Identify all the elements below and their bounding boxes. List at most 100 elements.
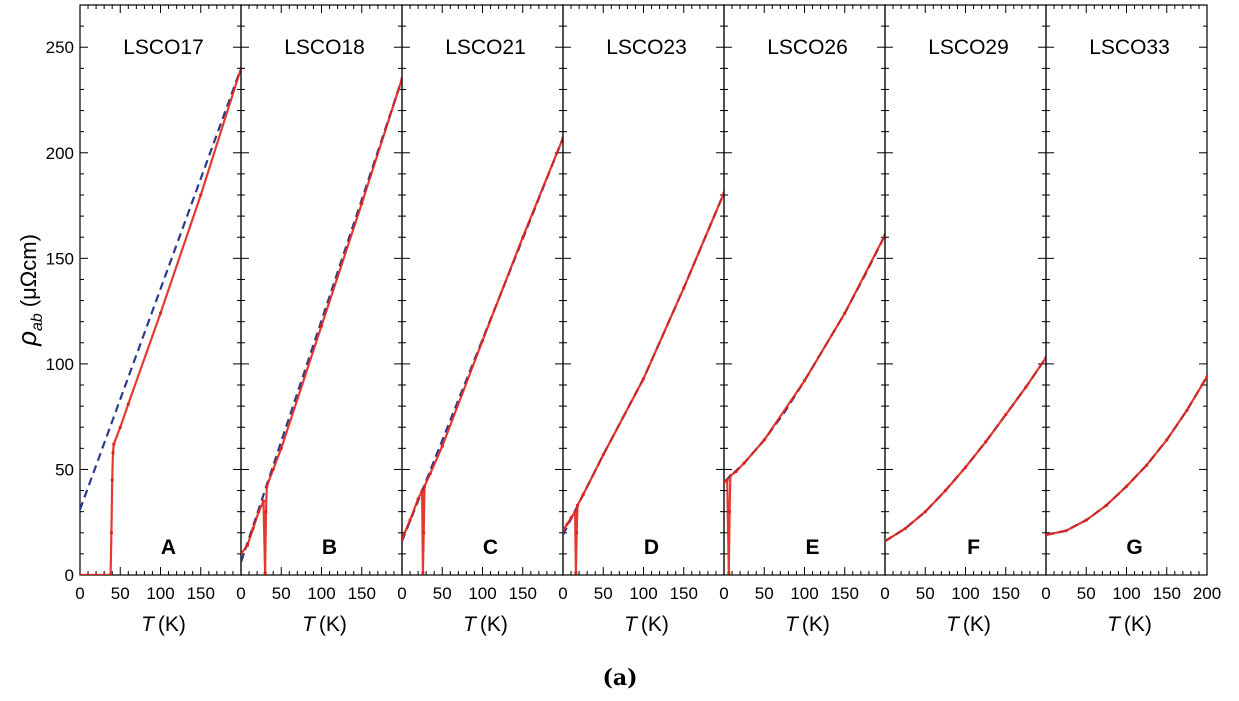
x-tick-label: 50 [916, 584, 935, 603]
x-axis-variable: T [624, 613, 639, 636]
x-tick-label: 100 [790, 584, 818, 603]
data-point [111, 450, 115, 455]
y-axis-label: ρab (μΩcm) [12, 234, 46, 347]
x-axis-units: (K) [963, 613, 991, 636]
x-tick-label: 150 [1153, 584, 1181, 603]
data-point [1104, 503, 1108, 507]
data-point [251, 526, 255, 531]
panel-sample-label: LSCO17 [123, 36, 204, 59]
data-point [728, 510, 732, 514]
x-tick-label: 150 [831, 584, 859, 603]
data-point [563, 529, 565, 533]
y-axis-units: (μΩcm) [16, 234, 41, 307]
data-point [94, 573, 98, 575]
data-point [199, 193, 203, 197]
data-line [402, 137, 563, 573]
data-point [257, 510, 261, 514]
x-axis-variable: T [785, 613, 800, 636]
data-point [574, 571, 578, 575]
data-point [265, 484, 269, 488]
data-point [126, 402, 130, 406]
data-point [263, 571, 267, 575]
data-point [360, 201, 364, 206]
data-point [984, 440, 988, 444]
y-axis-subscript: ab [29, 313, 46, 331]
data-point [575, 503, 580, 507]
x-tick-label: 150 [509, 584, 537, 603]
x-axis-label: T (K) [141, 613, 186, 636]
x-axis-units: (K) [1124, 613, 1152, 636]
panel-frame [884, 4, 1047, 576]
data-point [1004, 412, 1008, 417]
data-point [271, 467, 275, 472]
x-tick-label: 0 [719, 584, 728, 603]
panel-letter: G [1126, 536, 1142, 559]
panel-letter: C [483, 536, 498, 559]
x-axis-variable: T [1107, 613, 1122, 636]
panel-frame [401, 4, 564, 576]
x-axis-label: T (K) [785, 613, 830, 636]
data-point [1165, 438, 1169, 442]
y-tick-label: 250 [46, 38, 74, 57]
data-point [1084, 518, 1088, 522]
x-tick-label: 100 [1112, 584, 1140, 603]
data-point [241, 552, 243, 556]
data-point [108, 573, 113, 575]
x-axis-variable: T [141, 613, 156, 636]
y-tick-label: 150 [46, 249, 74, 268]
data-point [1024, 385, 1028, 389]
x-tick-label: 50 [111, 584, 130, 603]
figure-caption: (a) [602, 665, 637, 691]
x-axis-label: T (K) [946, 613, 991, 636]
x-tick-label: 0 [397, 584, 406, 603]
data-point [261, 499, 266, 503]
data-point [521, 235, 525, 239]
data-point [1064, 529, 1068, 533]
data-point [80, 573, 82, 575]
data-point [1185, 408, 1189, 412]
data-point [581, 493, 585, 497]
x-tick-label: 150 [348, 584, 376, 603]
data-point [573, 510, 577, 514]
panel-sample-label: LSCO26 [767, 36, 848, 59]
data-point [428, 472, 432, 476]
data-point [158, 311, 163, 315]
x-tick-label: 0 [558, 584, 567, 603]
x-tick-label: 50 [1077, 584, 1096, 603]
x-axis-units: (K) [641, 613, 669, 636]
data-point [102, 573, 106, 575]
x-tick-label: 100 [307, 584, 335, 603]
data-point [422, 484, 427, 488]
data-point [724, 480, 726, 484]
panel-letter: B [322, 536, 337, 559]
panel-sample-label: LSCO21 [445, 36, 526, 59]
x-axis-units: (K) [158, 613, 186, 636]
panel-frame [240, 4, 403, 576]
data-point [1145, 463, 1149, 467]
data-point [118, 425, 122, 429]
data-point [279, 446, 283, 450]
data-point [742, 461, 746, 465]
data-point [565, 522, 569, 526]
panel-frame [562, 4, 725, 576]
data-point [480, 339, 485, 343]
x-axis-units: (K) [480, 613, 508, 636]
data-point [421, 571, 425, 575]
data-point [762, 438, 766, 442]
data-point [569, 516, 573, 520]
data-point [802, 379, 807, 383]
x-axis-units: (K) [319, 613, 347, 636]
data-point [923, 510, 927, 514]
x-tick-label: 50 [433, 584, 452, 603]
y-tick-label: 100 [46, 355, 74, 374]
x-axis-label: T (K) [1107, 613, 1152, 636]
fit-line [80, 67, 241, 510]
data-line [563, 192, 724, 573]
x-tick-label: 0 [75, 584, 84, 603]
data-point [682, 286, 686, 290]
y-tick-label: 0 [65, 566, 74, 585]
data-point [1205, 374, 1207, 379]
